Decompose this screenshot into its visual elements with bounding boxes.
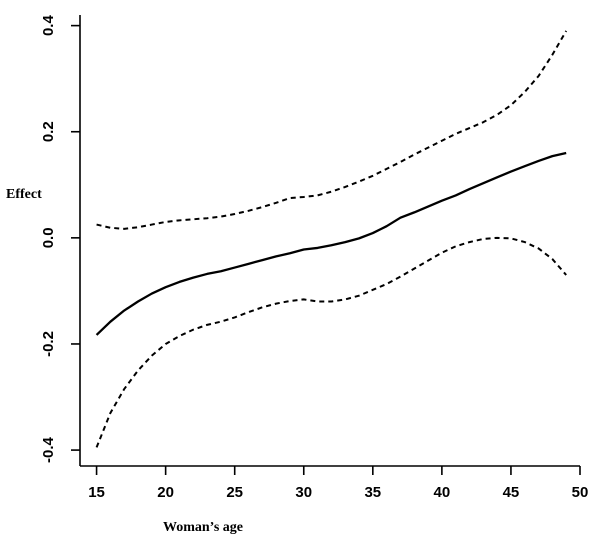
y-tick-label: 0.2 <box>40 121 57 142</box>
confidence-band-line-2 <box>95 236 567 448</box>
y-tick-label: 0.4 <box>40 15 57 37</box>
confidence-band-line-1 <box>96 30 568 230</box>
x-tick-label: 25 <box>226 484 243 501</box>
y-tick-label: 0.0 <box>40 227 57 248</box>
y-axis-title: Effect <box>6 187 42 202</box>
x-axis-title: Woman’s age <box>163 520 243 535</box>
plot-series <box>95 30 568 448</box>
x-tick-label: 50 <box>572 484 589 501</box>
x-tick-label: 20 <box>157 484 174 501</box>
x-tick-label: 35 <box>364 484 381 501</box>
axes-ticks: 15 20 25 30 35 40 45 50 -0.4 -0.2 0.0 0.2 0.4 <box>40 15 588 501</box>
y-tick-label: -0.2 <box>40 331 57 357</box>
x-tick-label: 15 <box>88 484 105 501</box>
y-tick-label: -0.4 <box>40 437 57 464</box>
x-tick-label: 30 <box>295 484 312 501</box>
x-tick-label: 45 <box>503 484 520 501</box>
x-tick-label: 40 <box>434 484 451 501</box>
effect-estimate-line <box>95 151 567 336</box>
